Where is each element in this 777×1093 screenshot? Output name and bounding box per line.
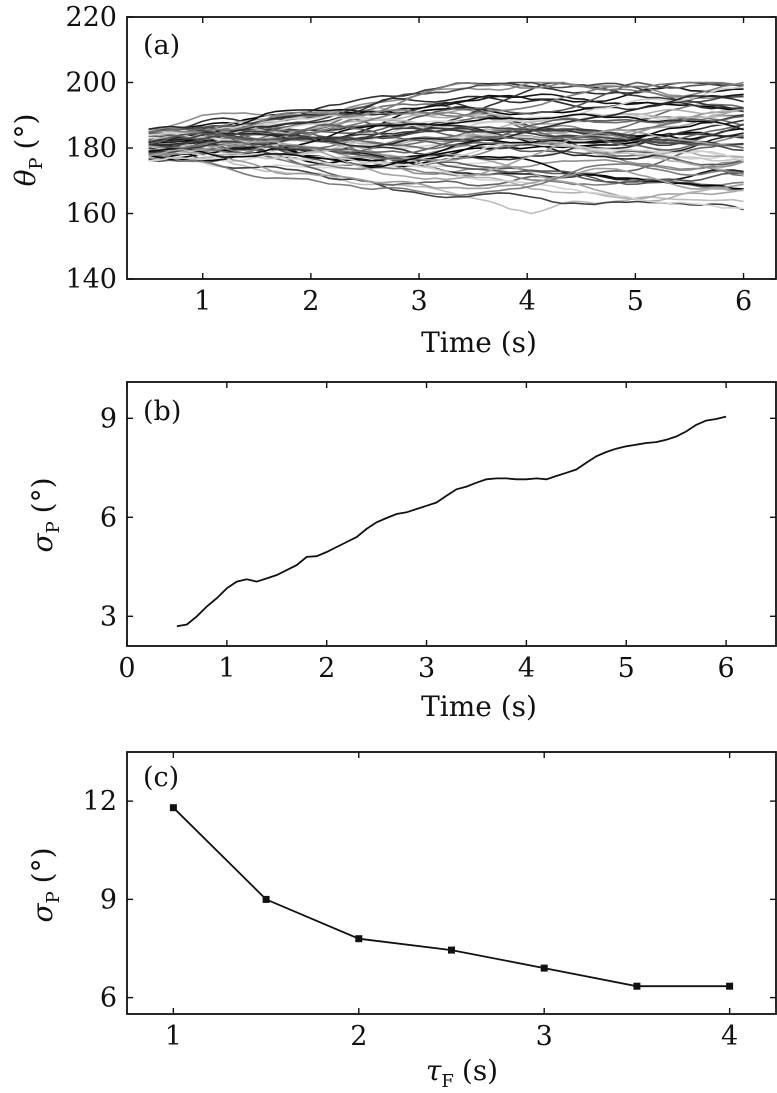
panel-c-tag: (c) xyxy=(143,762,179,793)
panel-b-x-tick-label: 3 xyxy=(418,653,435,684)
panel-a-x-tick-label: 2 xyxy=(302,286,319,317)
panel-a-trace xyxy=(148,142,744,167)
panel-a-trace xyxy=(148,81,744,134)
panel-b-x-axis-label: Time (s) xyxy=(421,690,537,723)
panel-c-y-unit: (°) xyxy=(26,847,59,883)
panel-a-trace xyxy=(148,132,744,191)
panel-a-trace xyxy=(148,115,744,147)
panel-a-x-tick-label: 3 xyxy=(410,286,427,317)
panel-b-y-symbol: σ xyxy=(26,533,59,553)
panel-c-marker xyxy=(355,935,363,943)
panel-a-trace xyxy=(148,140,744,215)
panel-c-marker xyxy=(448,946,455,954)
panel-c-x-tick-label: 1 xyxy=(165,1021,182,1052)
panel-c-x-subscript: F xyxy=(441,1071,454,1092)
panel-c-x-axis-label: τF (s) xyxy=(426,1054,498,1092)
panel-b-x-tick-label: 0 xyxy=(118,653,135,684)
panel-a-y-symbol: θ xyxy=(9,169,42,186)
panel-c-x-tick-label: 2 xyxy=(350,1021,367,1052)
panel-b-y-tick-label: 3 xyxy=(100,601,117,632)
panel-a-y-tick-label: 220 xyxy=(65,2,117,33)
panel-a-y-tick-label: 180 xyxy=(65,133,117,164)
panel-b-y-tick-label: 9 xyxy=(100,403,117,434)
panel-b-frame xyxy=(126,381,777,647)
panel-a-y-tick-label: 140 xyxy=(65,264,117,295)
panel-a-trace xyxy=(148,93,744,142)
panel-c-y-tick-label: 12 xyxy=(83,786,117,817)
panel-a-trace xyxy=(148,143,744,211)
panel-c-x-tick-label: 3 xyxy=(536,1021,553,1052)
panel-c-x-tick-label: 4 xyxy=(721,1021,738,1052)
panel-c-marker xyxy=(262,895,270,903)
panel-a-ticks: 1 2 3 4 5 6 140 160 180 200 220 xyxy=(65,2,776,317)
panel-a-y-tick-label: 200 xyxy=(65,68,117,99)
panel-a-y-unit: (°) xyxy=(9,114,42,150)
panel-b-y-subscript: P xyxy=(43,521,64,533)
panel-c-marker xyxy=(633,982,641,990)
panel-a-x-tick-label: 4 xyxy=(519,286,536,317)
panel-c-y-tick-label: 6 xyxy=(100,983,117,1014)
panel-c-x-symbol: τ xyxy=(426,1054,442,1087)
panel-a: (a) 1 2 3 4 5 6 140 160 180 200 220 Time (s) θP (°) xyxy=(9,2,777,359)
panel-a-trace xyxy=(148,114,744,162)
panel-c-marker xyxy=(540,964,548,972)
panel-c-y-axis-label: σP (°) xyxy=(26,847,64,922)
panel-b: (b) 0 1 2 3 4 5 6 3 6 9 Time (s) σP (°) xyxy=(26,381,777,723)
panel-b-x-tick-label: 5 xyxy=(618,653,635,684)
panel-a-trace xyxy=(148,129,744,181)
panel-a-series-lines xyxy=(148,81,744,215)
panel-b-x-tick-label: 1 xyxy=(218,653,235,684)
panel-c-frame xyxy=(126,751,777,1015)
panel-c-markers xyxy=(169,804,734,990)
panel-a-x-axis-label: Time (s) xyxy=(421,326,537,359)
panel-c-marker xyxy=(726,982,734,990)
panel-a-y-axis-label: θP (°) xyxy=(9,114,47,187)
panel-a-x-tick-label: 1 xyxy=(194,286,211,317)
panel-c-x-unit: (s) xyxy=(462,1054,498,1087)
panel-a-trace xyxy=(148,139,744,200)
panel-b-series-line xyxy=(176,415,727,628)
panel-b-x-tick-label: 2 xyxy=(318,653,335,684)
panel-a-trace xyxy=(148,81,744,135)
panel-c-y-tick-label: 9 xyxy=(100,884,117,915)
panel-b-x-tick-label: 4 xyxy=(518,653,535,684)
panel-a-trace xyxy=(148,115,744,163)
panel-a-y-subscript: P xyxy=(26,157,47,169)
panel-a-trace xyxy=(148,114,744,169)
panel-b-y-tick-label: 6 xyxy=(100,502,117,533)
panel-c-marker xyxy=(169,804,177,812)
panel-a-trace xyxy=(148,145,744,190)
panel-c-y-symbol: σ xyxy=(26,903,59,923)
panel-a-trace xyxy=(148,81,744,131)
panel-b-x-tick-label: 6 xyxy=(717,653,734,684)
panel-b-tag: (b) xyxy=(143,396,181,427)
panel-c-series-line xyxy=(172,807,730,988)
panel-a-x-tick-label: 5 xyxy=(627,286,644,317)
panel-c-y-subscript: P xyxy=(43,891,64,903)
panel-b-y-axis-label: σP (°) xyxy=(26,477,64,552)
panel-a-y-tick-label: 160 xyxy=(65,199,117,230)
panel-a-x-tick-label: 6 xyxy=(735,286,752,317)
panel-b-y-unit: (°) xyxy=(26,477,59,513)
panel-a-trace xyxy=(148,123,744,147)
panel-a-trace xyxy=(148,128,744,154)
panel-a-trace xyxy=(148,114,744,156)
panel-a-trace xyxy=(148,95,744,148)
panel-a-trace xyxy=(148,153,744,197)
panel-b-ticks: 0 1 2 3 4 5 6 3 6 9 xyxy=(100,382,776,684)
panel-a-tag: (a) xyxy=(143,30,180,61)
